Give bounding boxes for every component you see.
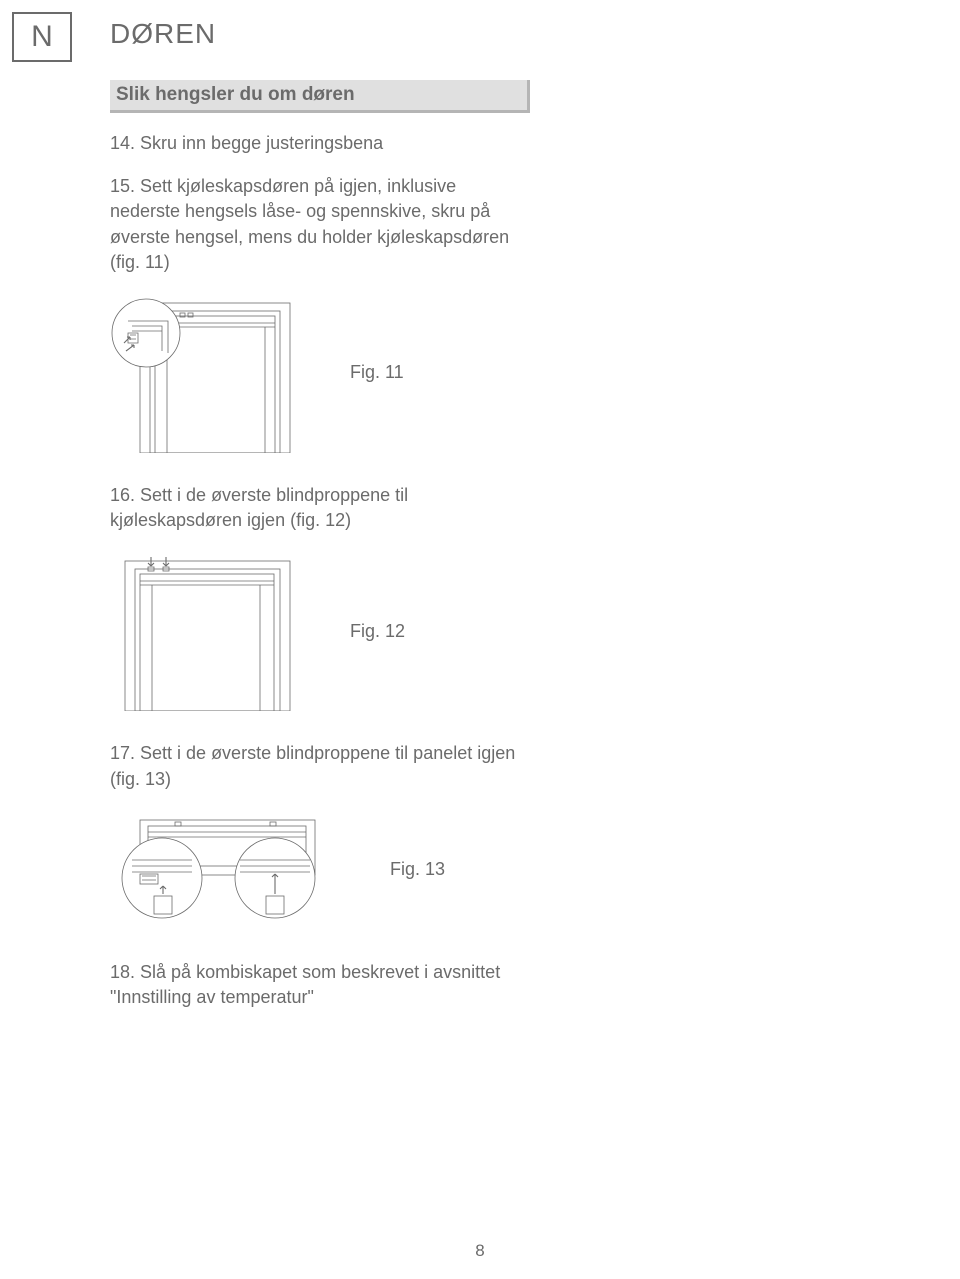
- figure-12-svg: [110, 551, 300, 711]
- step-16: 16. Sett i de øverste blindproppene til …: [110, 483, 530, 533]
- figure-11-svg: [110, 293, 300, 453]
- step-17: 17. Sett i de øverste blindproppene til …: [110, 741, 530, 791]
- section-title: DØREN: [110, 18, 216, 50]
- figure-13-label: Fig. 13: [390, 859, 445, 880]
- language-indicator: N: [12, 12, 72, 62]
- step-18: 18. Slå på kombiskapet som beskrevet i a…: [110, 960, 530, 1010]
- figure-11-label: Fig. 11: [350, 362, 404, 383]
- figure-12-label: Fig. 12: [350, 621, 405, 642]
- content-column: Slik hengsler du om døren 14. Skru inn b…: [110, 80, 530, 1028]
- figure-13-svg: [110, 810, 340, 930]
- sub-header: Slik hengsler du om døren: [110, 80, 530, 113]
- language-code: N: [31, 20, 53, 54]
- figure-12-block: Fig. 12: [110, 551, 530, 711]
- step-15: 15. Sett kjøleskapsdøren på igjen, inklu…: [110, 174, 530, 275]
- page-number: 8: [0, 1241, 960, 1261]
- step-14: 14. Skru inn begge justeringsbena: [110, 131, 530, 156]
- figure-11-block: Fig. 11: [110, 293, 530, 453]
- figure-13-block: Fig. 13: [110, 810, 530, 930]
